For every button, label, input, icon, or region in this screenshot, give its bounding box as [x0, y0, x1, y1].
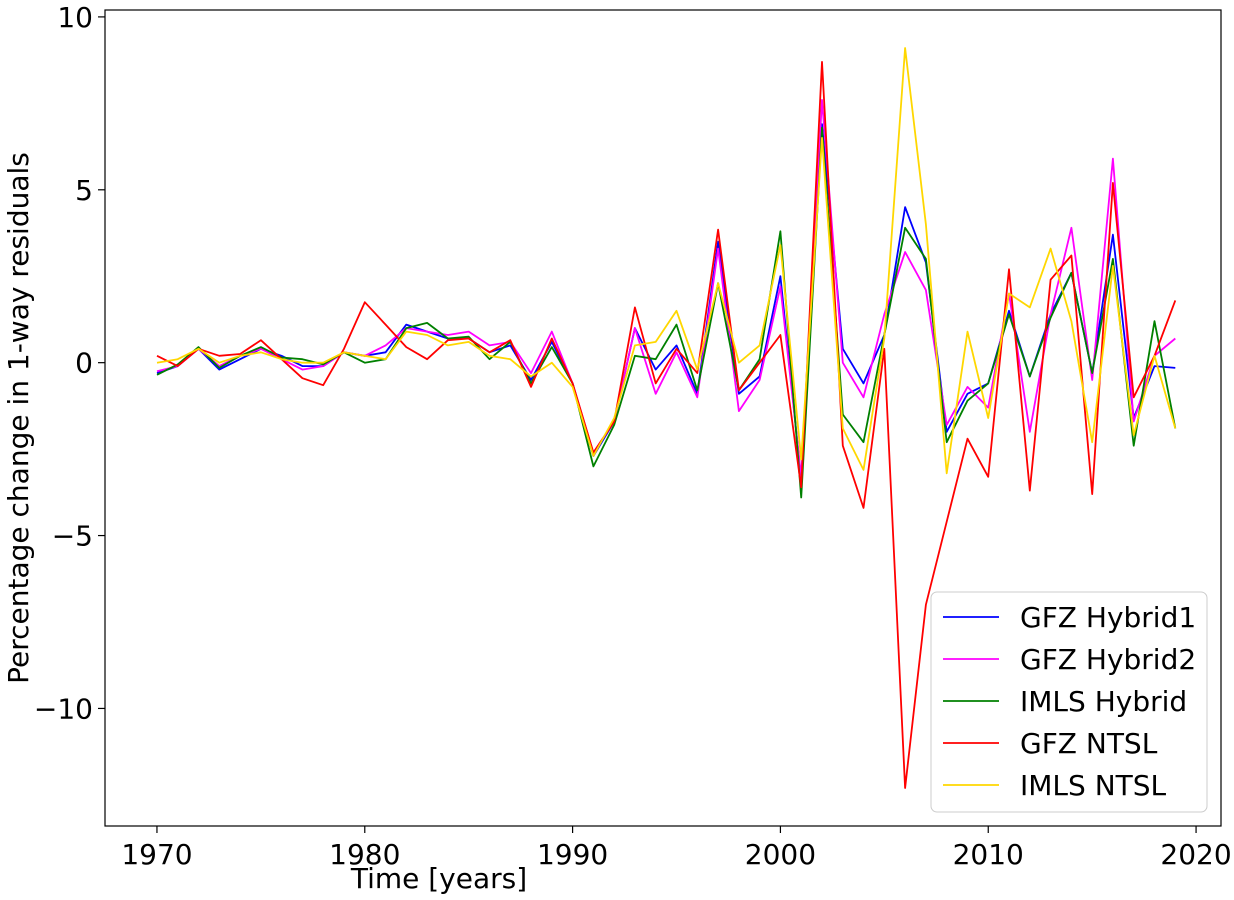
y-tick-label: −10 [34, 692, 93, 725]
x-tick-label: 1980 [329, 838, 400, 871]
y-axis-title: Percentage change in 1-way residuals [2, 152, 35, 684]
x-axis-title: Time [years] [350, 862, 527, 895]
x-tick-label: 1990 [537, 838, 608, 871]
series-layer [156, 47, 1177, 789]
x-tick-label: 2010 [953, 838, 1024, 871]
y-axis: −10 −5 0 5 10 [34, 1, 105, 725]
x-tick-label: 2000 [745, 838, 816, 871]
plot-frame [104, 9, 1222, 827]
legend-label-gfz-hybrid2: GFZ Hybrid2 [1020, 643, 1196, 676]
legend: GFZ Hybrid1 GFZ Hybrid2 IMLS Hybrid GFZ NTS… [930, 591, 1208, 813]
legend-label-imls-ntsl: IMLS NTSL [1020, 769, 1167, 802]
y-tick-label: −5 [52, 520, 93, 553]
y-tick-label: 0 [75, 347, 93, 380]
x-axis: 1970 1980 1990 2000 2010 2020 [121, 826, 1232, 871]
legend-box [930, 591, 1208, 813]
x-tick-label: 1970 [121, 838, 192, 871]
series-line-imls-ntsl [156, 47, 1177, 475]
x-tick-label: 2020 [1160, 838, 1231, 871]
y-tick-label: 10 [57, 1, 93, 34]
legend-label-gfz-ntsl: GFZ NTSL [1020, 727, 1158, 760]
y-tick-label: 5 [75, 174, 93, 207]
series-line-imls-hybrid [156, 126, 1177, 499]
legend-label-gfz-hybrid1: GFZ Hybrid1 [1020, 601, 1196, 634]
series-line-gfz-ntsl [156, 61, 1177, 789]
legend-label-imls-hybrid: IMLS Hybrid [1020, 685, 1187, 718]
